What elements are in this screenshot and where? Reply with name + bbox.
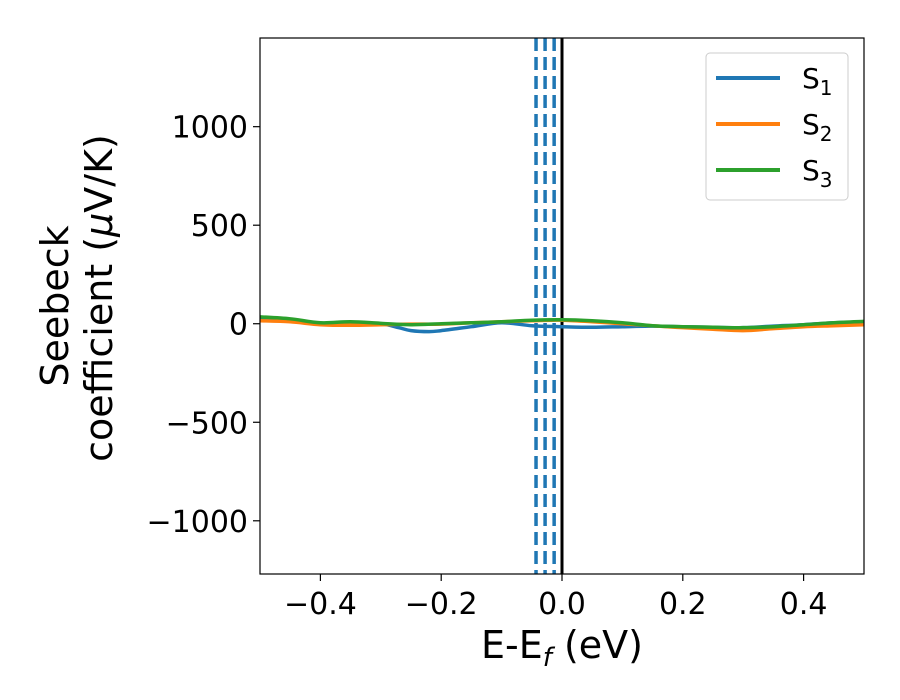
y-tick-label: 0 <box>229 308 248 343</box>
legend: S1 S2 S3 <box>705 52 849 201</box>
y-tick-label: −500 <box>166 406 248 441</box>
x-tick-label: 0.4 <box>780 587 828 622</box>
legend-label-s1: S1 <box>802 62 833 100</box>
y-tick-label: 1000 <box>172 111 248 146</box>
legend-label-s3: S3 <box>802 154 833 192</box>
x-tick-label: −0.2 <box>405 587 478 622</box>
legend-box <box>705 52 849 201</box>
y-tick-label: 500 <box>191 209 248 244</box>
y-tick-label: −1000 <box>147 505 248 540</box>
legend-label-s2: S2 <box>802 108 833 146</box>
x-tick-label: −0.4 <box>284 587 357 622</box>
y-axis-label-line1: Seebeck <box>33 225 77 386</box>
x-axis-label: E-Ef (eV) <box>481 623 643 673</box>
x-axis-ticks: −0.4 −0.2 0.0 0.2 0.4 <box>284 574 827 622</box>
x-tick-label: 0.0 <box>538 587 586 622</box>
y-axis-ticks: −1000 −500 0 500 1000 <box>147 111 260 540</box>
series-lines <box>260 315 864 334</box>
series-line-s3 <box>260 315 864 330</box>
y-axis-label-line2: coefficient (μV/K) <box>77 134 121 462</box>
y-axis-label: Seebeck coefficient (μV/K) <box>33 134 121 462</box>
vertical-marker-lines <box>534 38 564 574</box>
x-tick-label: 0.2 <box>659 587 707 622</box>
